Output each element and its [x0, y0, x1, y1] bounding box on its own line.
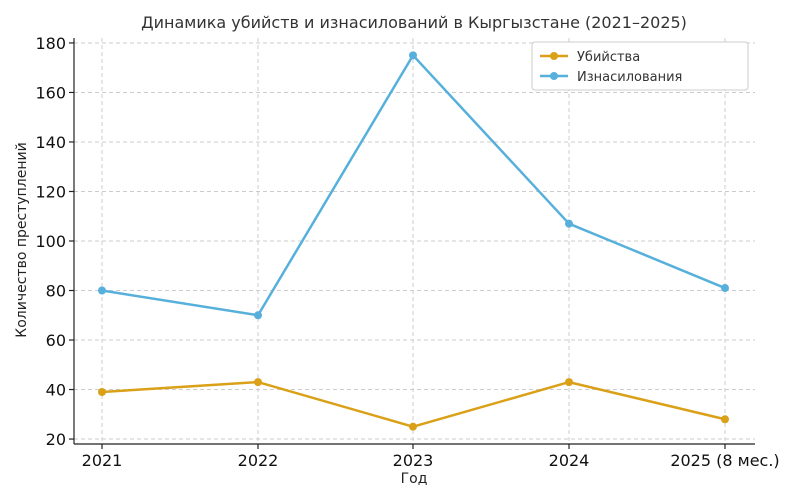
series-rapes — [98, 51, 729, 320]
y-tick-label: 20 — [46, 430, 66, 449]
x-tick-label: 2021 — [82, 451, 123, 470]
x-tick-label: 2024 — [549, 451, 590, 470]
y-tick-label: 180 — [35, 34, 66, 53]
legend-item: Изнасилования — [540, 70, 682, 85]
data-point — [98, 286, 106, 295]
legend-marker — [550, 72, 558, 80]
chart-title: Динамика убийств и изнасилований в Кыргы… — [141, 13, 687, 32]
data-point — [565, 378, 573, 387]
legend-marker — [550, 52, 558, 60]
legend-item: Убийства — [540, 50, 640, 65]
data-point — [721, 415, 729, 424]
x-axis-label: Год — [401, 471, 428, 487]
legend-box — [531, 41, 749, 91]
y-tick-label: 160 — [35, 83, 66, 102]
y-tick-label: 120 — [35, 182, 66, 201]
data-point — [565, 219, 573, 228]
x-tick-label: 2023 — [393, 451, 434, 470]
y-tick-label: 40 — [46, 381, 66, 400]
data-point — [409, 51, 417, 60]
grid — [74, 38, 755, 444]
x-ticks: 2021 2022 2023 2024 2025 (8 мес.) — [82, 444, 780, 470]
legend-label: Изнасилования — [577, 70, 682, 85]
legend: Убийства Изнасилования — [531, 41, 749, 91]
series-murders — [98, 378, 729, 431]
y-axis-label: Количество преступлений — [14, 142, 30, 337]
x-tick-label: 2025 (8 мес.) — [670, 451, 779, 470]
data-point — [409, 422, 417, 431]
data-point — [98, 388, 106, 397]
y-tick-label: 80 — [46, 282, 66, 301]
data-point — [254, 311, 262, 320]
x-tick-label: 2022 — [238, 451, 279, 470]
y-tick-label: 100 — [35, 232, 66, 251]
y-tick-label: 60 — [46, 331, 66, 350]
y-tick-label: 140 — [35, 133, 66, 152]
series — [98, 51, 729, 431]
data-point — [721, 284, 729, 293]
legend-label: Убийства — [577, 50, 640, 65]
data-point — [254, 378, 262, 387]
axes — [73, 38, 755, 445]
y-ticks: 20 40 60 80 100 120 140 160 180 — [35, 34, 74, 449]
